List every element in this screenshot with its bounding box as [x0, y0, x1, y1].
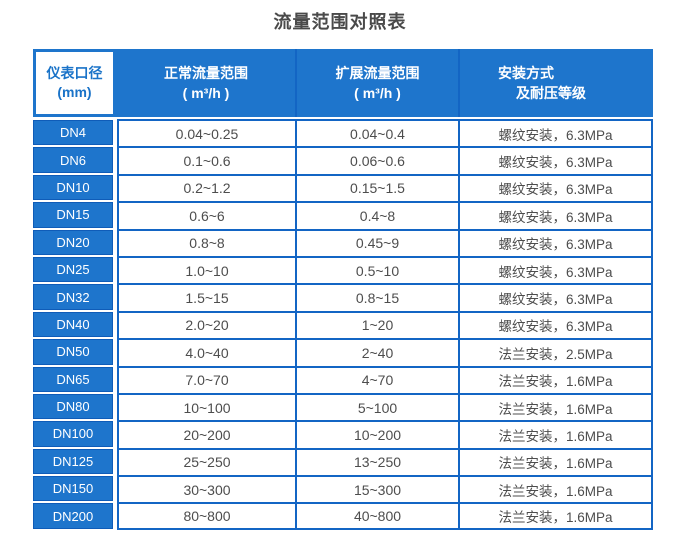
- extended-range-cell: 0.5~10: [295, 255, 458, 284]
- extended-range-cell: 10~200: [295, 420, 458, 448]
- table-body: DN4 0.04~0.25 0.04~0.4 螺纹安装，6.3MPa DN6 0.1~0.…: [33, 119, 653, 530]
- header-cell-extended-range: 扩展流量范围 ( m³/h ): [295, 49, 458, 117]
- normal-range-cell: 25~250: [117, 447, 295, 476]
- normal-range-cell: 0.8~8: [117, 228, 295, 256]
- normal-range-cell: 0.6~6: [117, 201, 295, 229]
- table-row: DN50 4.0~40 2~40 法兰安装，2.5MPa: [33, 338, 653, 366]
- header-cell-normal-range: 正常流量范围 ( m³/h ): [117, 49, 295, 117]
- table-row: DN80 10~100 5~100 法兰安装，1.6MPa: [33, 392, 653, 421]
- table-row: DN200 80~800 40~800 法兰安装，1.6MPa: [33, 502, 653, 530]
- header-normal-line1: 正常流量范围: [164, 65, 248, 81]
- dn-cell: DN150: [33, 476, 113, 502]
- extended-range-cell: 1~20: [295, 310, 458, 339]
- dn-cell: DN6: [33, 147, 113, 173]
- header-install-line2: 及耐压等级: [516, 85, 586, 101]
- install-cell: 螺纹安装，6.3MPa: [458, 255, 653, 284]
- normal-range-cell: 0.2~1.2: [117, 173, 295, 202]
- normal-range-cell: 4.0~40: [117, 338, 295, 366]
- normal-range-cell: 30~300: [117, 475, 295, 503]
- extended-range-cell: 4~70: [295, 365, 458, 393]
- header-install-line1: 安装方式: [498, 65, 554, 81]
- header-extended-line1: 扩展流量范围: [335, 65, 420, 81]
- install-cell: 法兰安装，1.6MPa: [458, 475, 653, 503]
- install-cell: 螺纹安装，6.3MPa: [458, 228, 653, 256]
- header-diameter-line2: (mm): [57, 84, 92, 100]
- table-row: DN65 7.0~70 4~70 法兰安装，1.6MPa: [33, 365, 653, 393]
- install-cell: 法兰安装，1.6MPa: [458, 447, 653, 476]
- dn-cell: DN200: [33, 503, 113, 529]
- extended-range-cell: 2~40: [295, 338, 458, 366]
- install-cell: 法兰安装，1.6MPa: [458, 502, 653, 530]
- install-cell: 法兰安装，1.6MPa: [458, 420, 653, 448]
- install-cell: 螺纹安装，6.3MPa: [458, 119, 653, 147]
- header-diameter-line1: 仪表口径: [46, 65, 103, 81]
- table-row: DN125 25~250 13~250 法兰安装，1.6MPa: [33, 447, 653, 476]
- table-row: DN100 20~200 10~200 法兰安装，1.6MPa: [33, 420, 653, 448]
- extended-range-cell: 0.8~15: [295, 283, 458, 311]
- install-cell: 螺纹安装，6.3MPa: [458, 283, 653, 311]
- table-row: DN40 2.0~20 1~20 螺纹安装，6.3MPa: [33, 310, 653, 339]
- dn-cell: DN15: [33, 202, 113, 228]
- dn-cell: DN50: [33, 339, 113, 365]
- dn-cell: DN40: [33, 311, 113, 338]
- extended-range-cell: 0.04~0.4: [295, 119, 458, 147]
- table-row: DN4 0.04~0.25 0.04~0.4 螺纹安装，6.3MPa: [33, 119, 653, 147]
- install-cell: 法兰安装，1.6MPa: [458, 365, 653, 393]
- dn-cell: DN80: [33, 393, 113, 420]
- normal-range-cell: 7.0~70: [117, 365, 295, 393]
- table-header-row: 仪表口径 (mm) 正常流量范围 ( m³/h ) 扩展流量范围 ( m³/h …: [33, 49, 653, 117]
- normal-range-cell: 0.1~0.6: [117, 146, 295, 174]
- dn-cell: DN32: [33, 284, 113, 310]
- extended-range-cell: 0.15~1.5: [295, 173, 458, 202]
- table-row: DN15 0.6~6 0.4~8 螺纹安装，6.3MPa: [33, 201, 653, 229]
- table-row: DN150 30~300 15~300 法兰安装，1.6MPa: [33, 475, 653, 503]
- normal-range-cell: 80~800: [117, 502, 295, 530]
- dn-cell: DN100: [33, 421, 113, 447]
- dn-cell: DN25: [33, 256, 113, 283]
- table-row: DN20 0.8~8 0.45~9 螺纹安装，6.3MPa: [33, 228, 653, 256]
- dn-cell: DN10: [33, 174, 113, 201]
- table-row: DN6 0.1~0.6 0.06~0.6 螺纹安装，6.3MPa: [33, 146, 653, 174]
- header-cell-diameter: 仪表口径 (mm): [33, 49, 117, 117]
- extended-range-cell: 15~300: [295, 475, 458, 503]
- normal-range-cell: 2.0~20: [117, 310, 295, 339]
- page-title: 流量范围对照表: [273, 12, 407, 32]
- header-cell-install: 安装方式 及耐压等级: [458, 49, 653, 117]
- header-cell-diameter-inner: 仪表口径 (mm): [36, 52, 113, 114]
- dn-cell: DN125: [33, 448, 113, 475]
- install-cell: 螺纹安装，6.3MPa: [458, 310, 653, 339]
- flow-range-table: 仪表口径 (mm) 正常流量范围 ( m³/h ) 扩展流量范围 ( m³/h …: [33, 49, 653, 530]
- extended-range-cell: 5~100: [295, 392, 458, 421]
- install-cell: 法兰安装，2.5MPa: [458, 338, 653, 366]
- install-cell: 螺纹安装，6.3MPa: [458, 201, 653, 229]
- normal-range-cell: 1.5~15: [117, 283, 295, 311]
- table-row: DN32 1.5~15 0.8~15 螺纹安装，6.3MPa: [33, 283, 653, 311]
- extended-range-cell: 40~800: [295, 502, 458, 530]
- normal-range-cell: 0.04~0.25: [117, 119, 295, 147]
- normal-range-cell: 20~200: [117, 420, 295, 448]
- normal-range-cell: 1.0~10: [117, 255, 295, 284]
- extended-range-cell: 0.06~0.6: [295, 146, 458, 174]
- normal-range-cell: 10~100: [117, 392, 295, 421]
- extended-range-cell: 13~250: [295, 447, 458, 476]
- table-row: DN25 1.0~10 0.5~10 螺纹安装，6.3MPa: [33, 255, 653, 284]
- header-normal-line2: ( m³/h ): [182, 85, 230, 101]
- table-row: DN10 0.2~1.2 0.15~1.5 螺纹安装，6.3MPa: [33, 173, 653, 202]
- dn-cell: DN65: [33, 366, 113, 392]
- extended-range-cell: 0.4~8: [295, 201, 458, 229]
- extended-range-cell: 0.45~9: [295, 228, 458, 256]
- header-extended-line2: ( m³/h ): [354, 85, 401, 101]
- install-cell: 螺纹安装，6.3MPa: [458, 173, 653, 202]
- dn-cell: DN4: [33, 120, 113, 146]
- dn-cell: DN20: [33, 229, 113, 255]
- install-cell: 螺纹安装，6.3MPa: [458, 146, 653, 174]
- install-cell: 法兰安装，1.6MPa: [458, 392, 653, 421]
